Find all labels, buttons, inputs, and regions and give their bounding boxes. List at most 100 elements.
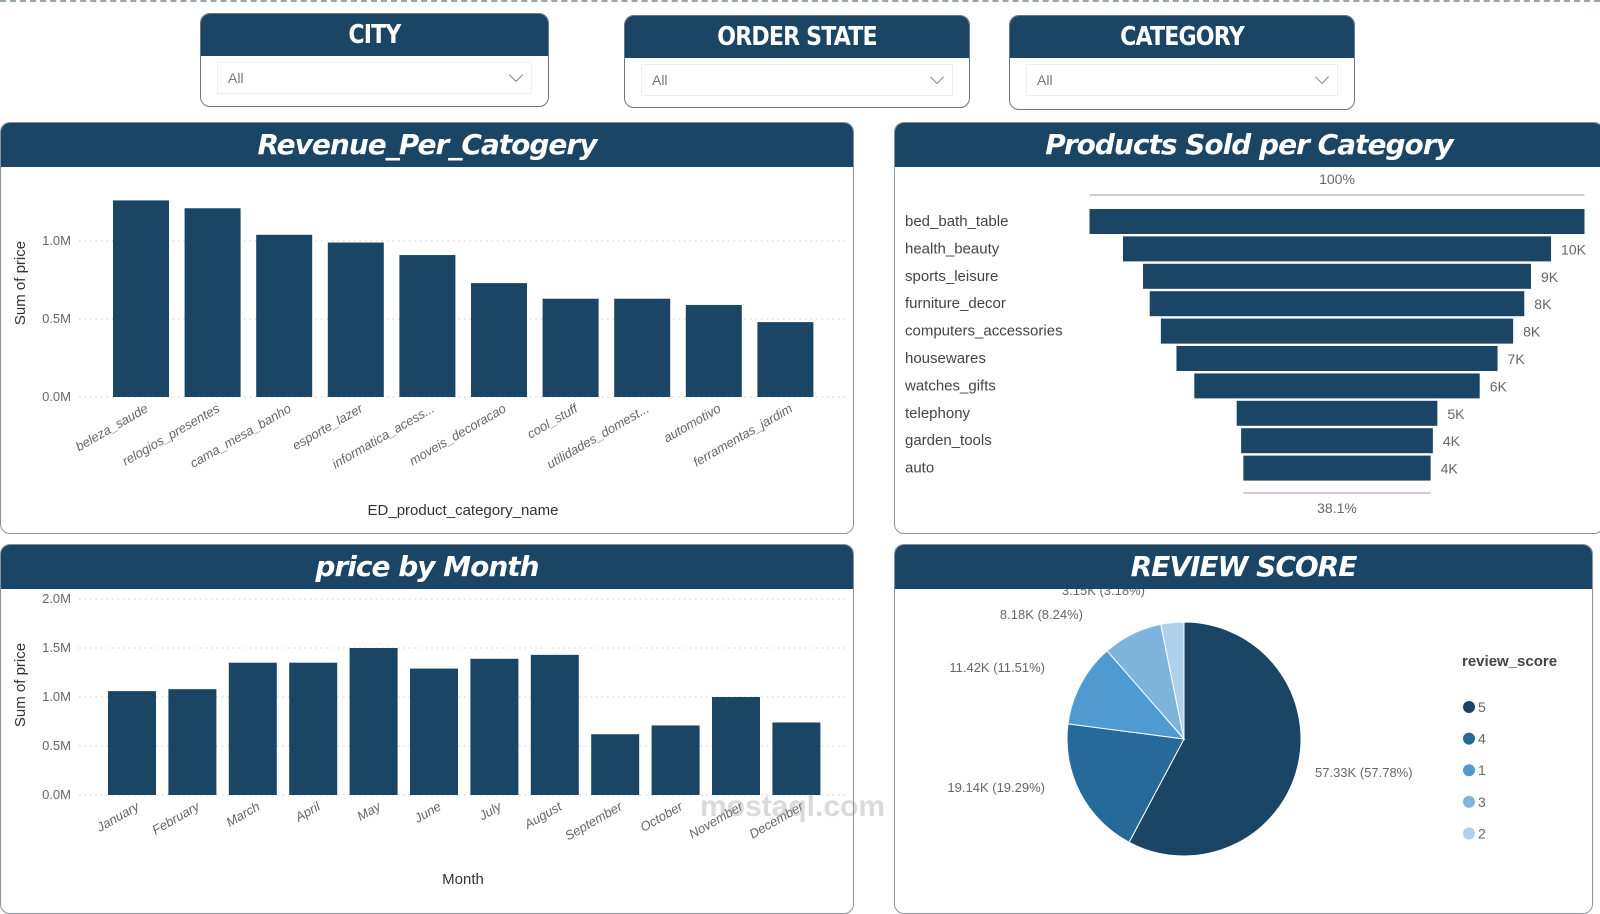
y-axis-label: Sum of price (12, 643, 29, 727)
funnel-bar (1122, 236, 1552, 262)
y-tick-label: 0.0M (42, 389, 71, 404)
pie-data-label: 19.14K (19.29%) (947, 780, 1045, 795)
chevron-down-icon (1314, 69, 1330, 85)
funnel-bar (1176, 346, 1498, 371)
x-axis-label: Month (442, 871, 484, 888)
bar (685, 304, 742, 397)
revenue-per-category-chart: 0.0M0.5M1.0Mbeleza_sauderelogios_present… (12, 200, 846, 519)
x-tick-label: September (562, 798, 625, 843)
review-chart-title: REVIEW SCORE (895, 545, 1592, 589)
funnel-data-label: 9K (1541, 269, 1559, 285)
y-tick-label: 0.5M (42, 311, 71, 326)
funnel-bar (1236, 400, 1438, 426)
funnel-data-label: 7K (1508, 351, 1526, 367)
order-state-filter-title: ORDER STATE (650, 16, 944, 58)
bar (349, 648, 398, 795)
bar (614, 298, 671, 397)
x-tick-label: automotivo (661, 401, 724, 446)
bar (228, 662, 277, 795)
legend-item: 3 (1478, 794, 1486, 810)
funnel-data-label: 10K (1561, 241, 1587, 257)
pie-slice (1128, 621, 1302, 857)
y-axis-label: Sum of price (12, 241, 29, 325)
top-divider (0, 0, 1600, 2)
funnel-bar (1241, 428, 1433, 454)
bar (289, 662, 338, 795)
funnel-category-label: health_beauty (905, 240, 1000, 257)
funnel-category-label: computers_accessories (905, 323, 1063, 340)
category-dropdown-value: All (1037, 72, 1053, 88)
funnel-bar (1089, 209, 1585, 234)
legend-marker (1463, 827, 1475, 840)
funnel-category-label: auto (905, 460, 934, 477)
x-axis-label: ED_product_category_name (368, 502, 559, 519)
pie-slice (1067, 650, 1186, 740)
price-by-month-chart: 0.0M 0.5M 1.0M 1.5M 2.0M January February March… (12, 591, 846, 888)
y-tick-label: 1.0M (42, 233, 71, 248)
watermark: mostaql.com (700, 790, 886, 823)
products-sold-panel: 100% bed_bath_table health_beauty 10K sports… (894, 122, 1600, 534)
bar (410, 668, 458, 795)
category-filter: CATEGORY All (1009, 15, 1355, 110)
bar (168, 689, 217, 795)
funnel-top-label: 100% (1319, 171, 1355, 187)
bar (399, 255, 456, 397)
funnel-category-label: watches_gifts (904, 377, 996, 394)
bar (256, 234, 313, 397)
city-dropdown[interactable]: All (217, 62, 532, 94)
review-score-pie: 57.33K (57.78%) 5 19.14K (19.29%) 4 11.42K (… (947, 583, 1557, 857)
bar (471, 283, 527, 397)
funnel-category-label: housewares (905, 350, 986, 367)
funnel-category-label: furniture_decor (905, 295, 1006, 312)
legend-item: 1 (1478, 762, 1486, 778)
x-tick-label: March (224, 799, 263, 830)
funnel-data-label: 6K (1490, 378, 1508, 394)
revenue-chart-title: Revenue_Per_Catogery (1, 123, 853, 167)
funnel-category-label: garden_tools (905, 432, 992, 449)
bar (542, 298, 599, 397)
bar (327, 242, 384, 397)
funnel-data-label: 4K (1443, 433, 1461, 449)
legend-marker (1463, 795, 1475, 808)
bar (470, 658, 519, 795)
legend-marker (1463, 732, 1475, 745)
x-tick-label: May (354, 798, 384, 824)
legend-marker (1463, 701, 1475, 713)
funnel-bar (1243, 455, 1431, 481)
funnel-data-label: 5K (1447, 406, 1465, 422)
x-tick-label: July (476, 798, 506, 824)
city-filter-title: CITY (227, 14, 522, 56)
funnel-bar (1194, 373, 1480, 399)
legend-item: 4 (1478, 731, 1486, 747)
chevron-down-icon (508, 67, 524, 83)
pie-data-label: 8.18K (8.24%) (1000, 607, 1083, 622)
pie-data-label: 57.33K (57.78%) (1315, 765, 1413, 780)
pie-slice (1160, 621, 1185, 740)
x-tick-label: January (93, 798, 143, 835)
order-state-dropdown-value: All (652, 72, 668, 88)
products-chart-title: Products Sold per Category (895, 123, 1600, 167)
bar (591, 734, 640, 795)
pie-slice (1066, 723, 1185, 843)
y-tick-label: 0.5M (42, 738, 71, 753)
legend-title: review_score (1462, 653, 1557, 670)
bar (757, 322, 814, 397)
category-filter-title: CATEGORY (1035, 16, 1329, 58)
legend-item: 5 (1478, 699, 1486, 715)
funnel-data-label: 4K (1441, 461, 1459, 477)
y-tick-label: 1.5M (42, 640, 71, 655)
funnel-category-label: bed_bath_table (905, 213, 1008, 230)
pie-data-label: 11.42K (11.51%) (949, 660, 1045, 675)
bar (113, 200, 169, 397)
products-sold-funnel: 100% bed_bath_table health_beauty 10K sports… (904, 171, 1587, 516)
legend-item: 2 (1478, 825, 1486, 841)
order-state-dropdown[interactable]: All (641, 64, 953, 96)
y-tick-label: 1.0M (42, 689, 71, 704)
funnel-bottom-label: 38.1% (1317, 500, 1357, 516)
funnel-data-label: 8K (1534, 296, 1552, 312)
funnel-bar (1143, 263, 1531, 289)
category-dropdown[interactable]: All (1026, 64, 1338, 96)
month-chart-title: price by Month (1, 545, 853, 589)
x-tick-label: June (411, 799, 444, 827)
funnel-bar (1160, 318, 1514, 344)
